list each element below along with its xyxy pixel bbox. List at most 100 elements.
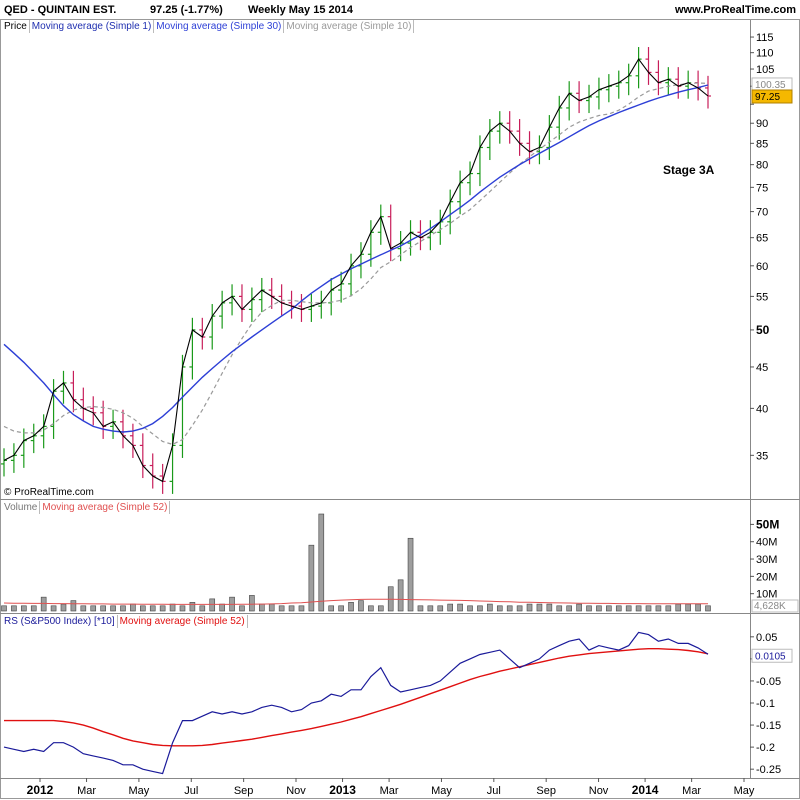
time-tick-label: May	[734, 785, 755, 797]
volume-bar	[615, 605, 622, 612]
site-url[interactable]: www.ProRealTime.com	[674, 4, 796, 16]
volume-bar	[407, 537, 414, 612]
volume-bar	[546, 603, 553, 612]
volume-bar	[496, 605, 503, 612]
volume-bar	[477, 605, 483, 612]
volume-bar	[1, 605, 7, 612]
rs-value-box	[751, 648, 793, 663]
price-tick-label: 90	[756, 118, 768, 130]
volume-bar	[705, 605, 711, 612]
price-tick-label: 80	[756, 160, 768, 172]
volume-bar	[536, 603, 543, 612]
time-tick-label: Mar	[380, 785, 399, 797]
time-tick-label: Sep	[234, 785, 254, 797]
volume-bar	[596, 605, 602, 612]
sma1-line	[3, 58, 709, 483]
volume-bar	[80, 605, 87, 612]
time-tick-label: May	[431, 785, 452, 797]
volume-bar	[348, 602, 354, 612]
price-tick-label: 35	[756, 450, 768, 462]
volume-bar	[665, 605, 672, 612]
volume-bar	[377, 605, 384, 612]
volume-bar	[179, 605, 186, 612]
rs-line	[3, 631, 709, 775]
volume-bar	[526, 603, 533, 612]
volume-bar	[358, 600, 364, 612]
legend-sma1[interactable]: Moving average (Simple 1)	[30, 20, 155, 33]
volume-bar	[635, 605, 642, 612]
volume-bar	[457, 603, 463, 612]
rs-tick-label: -0.15	[756, 720, 781, 732]
volume-bar	[397, 579, 404, 612]
volume-value-label: 4,628K	[754, 601, 786, 612]
legend-sma10[interactable]: Moving average (Simple 10)	[284, 20, 415, 33]
volume-bar	[576, 603, 582, 612]
outer-frame	[0, 19, 800, 799]
volume-bar	[249, 595, 255, 612]
price-tick-label: 60	[756, 261, 768, 273]
rs-tick-label: -0.2	[756, 742, 775, 754]
time-tick-label: Jul	[487, 785, 501, 797]
volume-bar	[437, 605, 444, 612]
volume-bar	[140, 605, 146, 612]
volume-tick-label: 30M	[756, 554, 777, 566]
volume-tick-label: 40M	[756, 537, 777, 549]
volume-bar	[100, 605, 106, 612]
legend-sma30[interactable]: Moving average (Simple 30)	[154, 20, 285, 33]
volume-bar	[40, 596, 47, 612]
price-tick-label: 50	[756, 323, 770, 337]
rs-legend: RS (S&P500 Index) [*10] Moving average (S…	[2, 615, 248, 628]
rs-tick-label: -0.05	[756, 676, 781, 688]
volume-bar	[308, 544, 315, 612]
sma10-line	[3, 82, 709, 446]
legend-price[interactable]: Price	[2, 20, 30, 33]
legend-rs[interactable]: RS (S&P500 Index) [*10]	[2, 615, 118, 628]
time-tick-label: Nov	[286, 785, 306, 797]
volume-bar	[298, 605, 305, 612]
volume-bar	[90, 605, 97, 612]
price-tick-label: 110	[756, 48, 774, 60]
price-tick-label: 115	[756, 32, 774, 44]
time-tick-label: 2014	[632, 783, 659, 797]
volume-bar	[417, 605, 424, 612]
volume-legend: Volume Moving average (Simple 52)	[2, 501, 171, 514]
volume-tick-label: 10M	[756, 589, 777, 601]
volume-bar	[645, 605, 652, 612]
rs-tick-label: -0.1	[756, 698, 775, 710]
legend-volume[interactable]: Volume	[2, 501, 41, 514]
price-tick-label: 75	[756, 182, 768, 194]
time-tick-label: Mar	[77, 785, 96, 797]
volume-bar	[516, 605, 523, 612]
volume-bar	[338, 605, 344, 612]
period-date: Weekly May 15 2014	[248, 4, 353, 16]
legend-volume-ma[interactable]: Moving average (Simple 52)	[40, 501, 171, 514]
volume-bar	[209, 598, 216, 612]
legend-rs-ma[interactable]: Moving average (Simple 52)	[118, 615, 248, 628]
rs-tick-label: -0.25	[756, 764, 781, 776]
volume-bar	[169, 603, 176, 612]
volume-bar	[368, 605, 374, 612]
volume-bar	[447, 603, 453, 612]
rs-tick-label: 0.05	[756, 632, 777, 644]
volume-bar	[50, 605, 57, 612]
volume-bar	[239, 605, 245, 612]
copyright: © ProRealTime.com	[4, 487, 94, 498]
time-tick-label: 2012	[27, 783, 54, 797]
volume-bar	[467, 605, 473, 612]
price-tick-label: 55	[756, 291, 768, 303]
sma30-line	[3, 84, 709, 433]
volume-bar	[110, 605, 116, 612]
volume-bar	[675, 603, 682, 612]
volume-bar	[199, 605, 206, 612]
volume-bar	[278, 605, 285, 612]
rs-value-label: 0.0105	[755, 651, 786, 662]
volume-bar	[120, 605, 126, 612]
time-tick-label: Nov	[589, 785, 609, 797]
last-price-box	[751, 89, 793, 104]
last-price-label: 97.25	[755, 92, 780, 103]
price-tick-label: 65	[756, 233, 768, 245]
price-tick-label: 105	[756, 64, 774, 76]
volume-tick-label: 20M	[756, 571, 777, 583]
volume-tick-label: 50M	[756, 517, 779, 531]
